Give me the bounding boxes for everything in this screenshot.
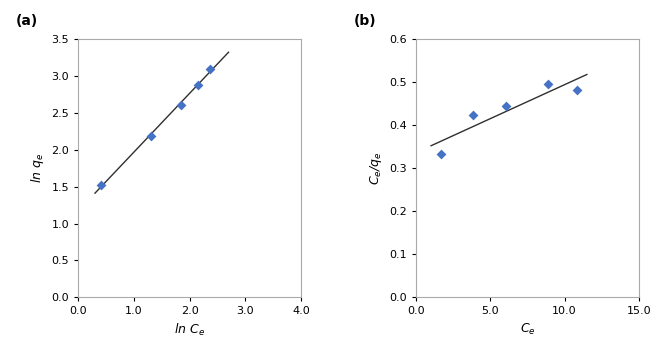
Point [192, 82, 203, 88]
Text: (b): (b) [354, 14, 376, 29]
Point [176, 102, 186, 108]
Point [468, 113, 479, 118]
Point [542, 81, 553, 87]
X-axis label: C$_e$: C$_e$ [519, 322, 535, 337]
X-axis label: ln C$_e$: ln C$_e$ [174, 322, 205, 338]
Text: (a): (a) [16, 14, 39, 29]
Y-axis label: C$_e$/q$_e$: C$_e$/q$_e$ [368, 151, 384, 185]
Point [501, 103, 511, 109]
Y-axis label: ln q$_e$: ln q$_e$ [29, 153, 46, 183]
Point [146, 133, 156, 139]
Point [204, 66, 215, 72]
Point [572, 88, 583, 93]
Point [96, 182, 106, 188]
Point [436, 151, 447, 157]
